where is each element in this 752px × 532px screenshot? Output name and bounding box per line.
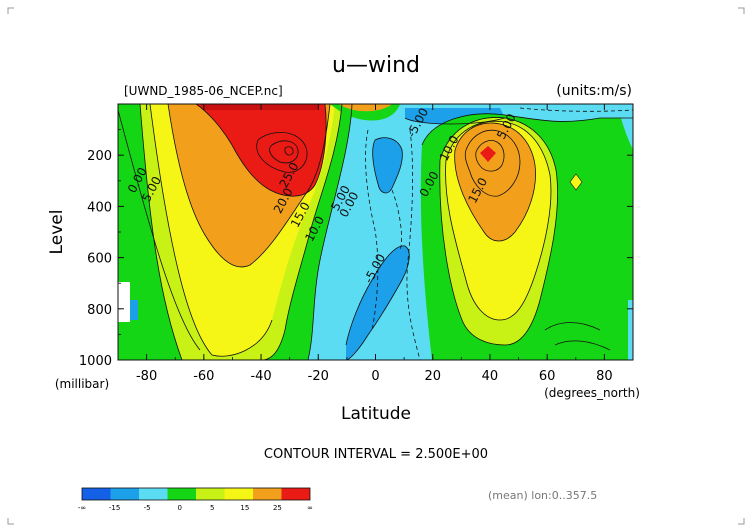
colorbar-tick-label: -5: [144, 504, 151, 512]
colorbar-swatch: [82, 488, 111, 500]
colorbar: -∞ -15 -5 0 5 15 25 ∞: [78, 487, 313, 512]
contour-lines: [118, 104, 633, 360]
contour-interval-text: CONTOUR INTERVAL = 2.500E+00: [264, 447, 488, 462]
colorbar-swatch: [196, 488, 225, 500]
colorbar-tick-label: -∞: [78, 504, 86, 512]
units-label: (units:m/s): [556, 83, 632, 99]
colorbar-swatch: [281, 488, 310, 500]
colorbar-tick-label: ∞: [307, 504, 313, 512]
x-tick-label: -60: [193, 369, 214, 384]
x-tick-label: -40: [250, 369, 271, 384]
source-file-label: [UWND_1985-06_NCEP.nc]: [124, 84, 283, 98]
x-axis-units: (degrees_north): [544, 386, 640, 400]
mean-text: (mean) lon:0..357.5: [488, 489, 597, 502]
core-red-south: [196, 104, 327, 197]
negative-edge-right: [618, 104, 633, 150]
colorbar-swatch: [167, 488, 196, 500]
negative-edge-right-lower: [628, 300, 633, 360]
diamond-yellow-north: [569, 173, 583, 191]
missing-data-left: [118, 282, 130, 322]
colorbar-tick-label: 0: [177, 504, 181, 512]
band-orange-north: [454, 123, 536, 241]
contour-fill: [118, 104, 633, 360]
y-tick-label: 800: [87, 303, 112, 318]
y-axis-units: (millibar): [55, 377, 109, 391]
colorbar-frame: [81, 487, 311, 501]
x-axis-label: Latitude: [341, 404, 411, 424]
x-tick-label: 0: [371, 369, 379, 384]
colorbar-swatch: [139, 488, 168, 500]
negative-patch-lower: [346, 245, 410, 360]
colorbar-tick-label: -15: [109, 504, 120, 512]
colorbar-swatch: [224, 488, 253, 500]
y-tick-label: 1000: [79, 354, 112, 369]
y-tick-label: 400: [87, 200, 112, 215]
colorbar-swatch: [253, 488, 282, 500]
core-red-north: [480, 146, 496, 162]
x-tick-label: 60: [539, 369, 556, 384]
x-tick-label: 80: [596, 369, 613, 384]
y-tick-label: 200: [87, 149, 112, 164]
colorbar-tick-label: 25: [273, 504, 282, 512]
x-tick-label: 40: [482, 369, 499, 384]
core-red-top: [200, 104, 320, 110]
y-tick-label: 600: [87, 252, 112, 267]
x-axis: -80 -60 -40 -20 0 20 40 60 80: [117, 104, 634, 384]
corner-marks: [7, 7, 745, 525]
y-axis-label: Level: [47, 210, 67, 255]
colorbar-swatch: [110, 488, 139, 500]
x-tick-label: -20: [308, 369, 329, 384]
x-tick-label: 20: [424, 369, 441, 384]
colorbar-tick-label: 5: [210, 504, 214, 512]
y-axis: 200 400 600 800 1000: [79, 129, 633, 369]
negative-patch-upper: [372, 137, 403, 193]
x-tick-label: -80: [136, 369, 157, 384]
negative-edge-left: [130, 300, 138, 320]
chart-title: u—wind: [332, 53, 420, 78]
colorbar-tick-label: 15: [240, 504, 249, 512]
